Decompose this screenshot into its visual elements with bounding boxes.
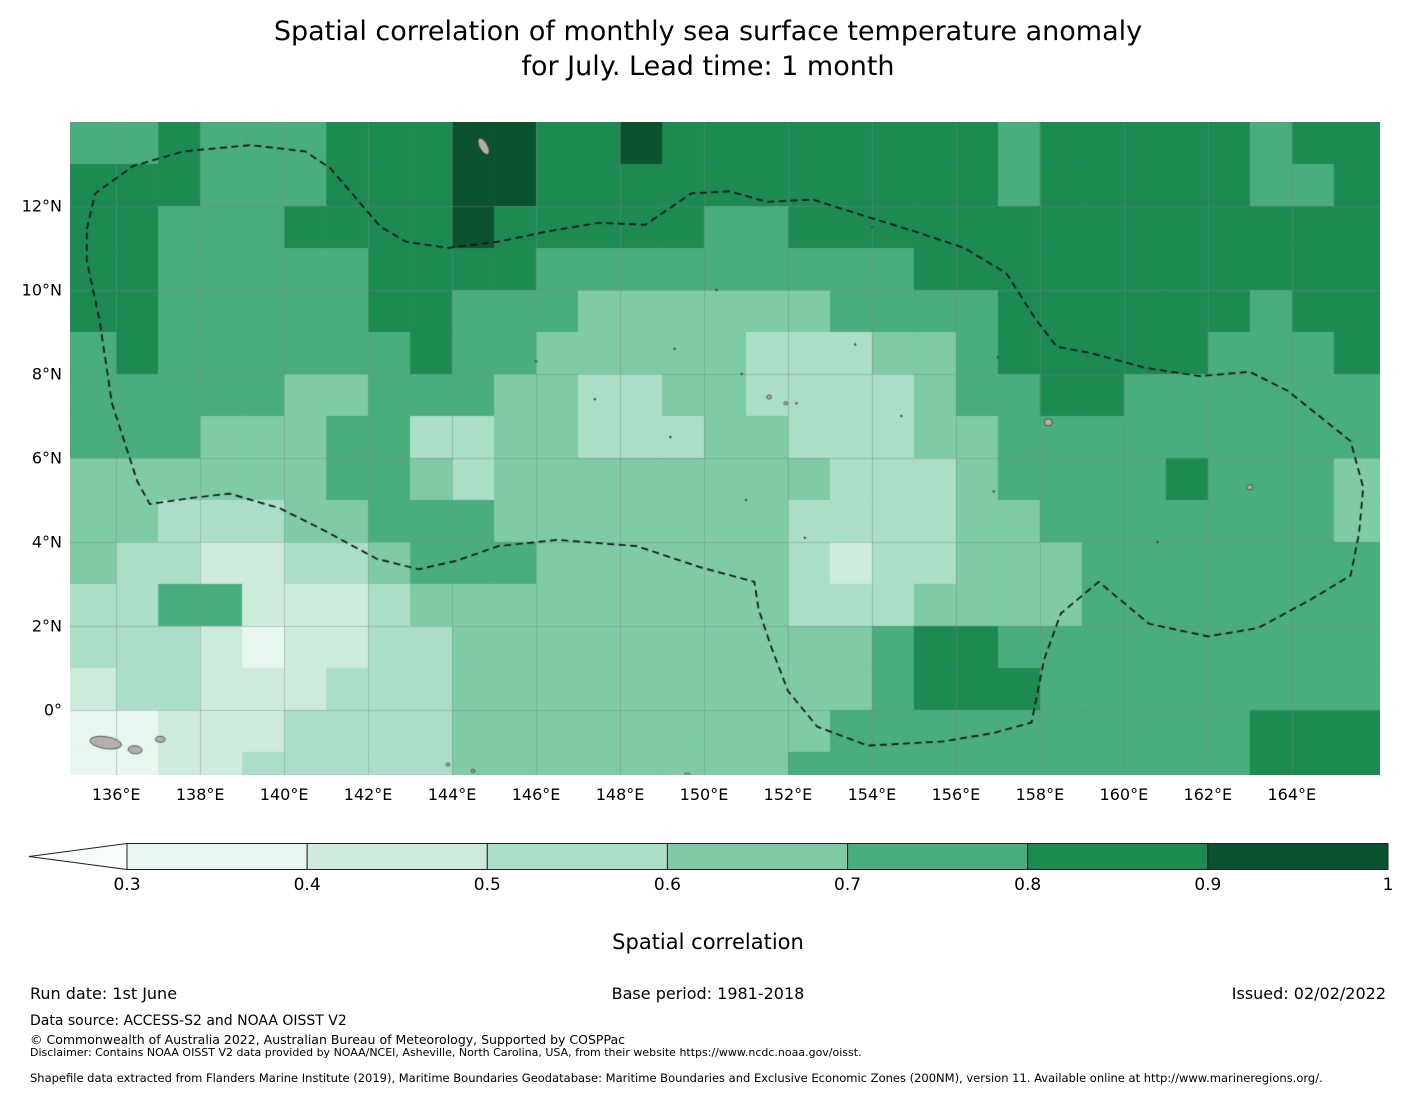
x-tick-label: 152°E	[763, 785, 813, 804]
run-date: Run date: 1st June	[30, 984, 178, 1003]
x-tick-label: 136°E	[91, 785, 141, 804]
y-tick-label: 0°	[43, 700, 62, 720]
x-tick-label: 140°E	[259, 785, 309, 804]
y-tick-label: 4°N	[31, 532, 62, 552]
y-tick-label: 8°N	[31, 364, 62, 384]
sst-correlation-heatmap	[70, 122, 1380, 775]
colorbar-segment	[1027, 843, 1209, 870]
colorbar-tick-label: 0.6	[653, 875, 681, 895]
colorbar-segment	[666, 843, 849, 870]
x-tick-label: 162°E	[1183, 785, 1233, 804]
chart-title-line2: for July. Lead time: 1 month	[521, 51, 895, 82]
x-tick-label: 158°E	[1015, 785, 1065, 804]
colorbar-gradient	[28, 842, 1389, 871]
colorbar-segment	[1207, 843, 1389, 870]
y-tick-label: 2°N	[31, 616, 62, 636]
y-tick-label: 10°N	[21, 280, 62, 300]
y-tick-label: 12°N	[21, 196, 62, 216]
x-tick-label: 160°E	[1099, 785, 1149, 804]
colorbar-segment	[486, 843, 668, 870]
x-tick-label: 154°E	[847, 785, 897, 804]
colorbar-tick-label: 0.9	[1194, 875, 1222, 895]
colorbar: 0.3 0.4 0.5 0.6 0.7 0.8 0.9 1	[28, 842, 1393, 895]
x-tick-label: 146°E	[511, 785, 561, 804]
colorbar-under-arrow	[28, 842, 128, 871]
x-tick-label: 142°E	[343, 785, 393, 804]
colorbar-tick-label: 1	[1382, 875, 1394, 895]
copyright-notice: © Commonwealth of Australia 2022, Austra…	[30, 1032, 625, 1047]
colorbar-tick-label: 0.7	[834, 875, 862, 895]
x-tick-label: 156°E	[931, 785, 981, 804]
colorbar-segment	[847, 843, 1029, 870]
base-period: Base period: 1981-2018	[611, 984, 805, 1003]
x-tick-label: 164°E	[1267, 785, 1317, 804]
chart-title: Spatial correlation of monthly sea surfa…	[0, 14, 1416, 84]
colorbar-tick-label: 0.8	[1014, 875, 1042, 895]
issued-date: Issued: 02/02/2022	[1231, 984, 1386, 1003]
colorbar-tick-label: 0.5	[473, 875, 501, 895]
x-tick-label: 144°E	[427, 785, 477, 804]
colorbar-segment	[126, 843, 308, 870]
colorbar-tick-label: 0.3	[113, 875, 141, 895]
x-tick-label: 150°E	[679, 785, 729, 804]
colorbar-label: Spatial correlation	[612, 930, 804, 954]
disclaimer: Disclaimer: Contains NOAA OISST V2 data …	[30, 1046, 862, 1059]
shapefile-attribution: Shapefile data extracted from Flanders M…	[30, 1071, 1323, 1085]
y-tick-label: 6°N	[31, 448, 62, 468]
chart-title-line1: Spatial correlation of monthly sea surfa…	[273, 16, 1143, 47]
data-source: Data source: ACCESS-S2 and NOAA OISST V2	[30, 1013, 347, 1029]
colorbar-tick-label: 0.4	[293, 875, 321, 895]
x-tick-label: 138°E	[175, 785, 225, 804]
map-plot: 136°E 138°E 140°E 142°E 144°E 146°E 148°E 150°E…	[22, 122, 1380, 804]
colorbar-segment	[306, 843, 488, 870]
x-tick-label: 148°E	[595, 785, 645, 804]
